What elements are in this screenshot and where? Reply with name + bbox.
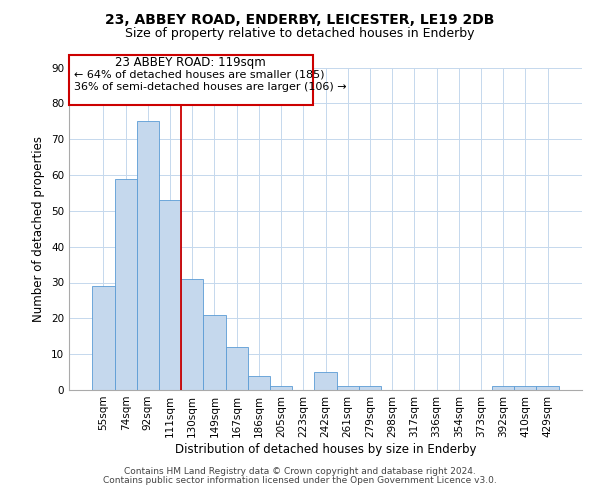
- Bar: [514, 386, 536, 390]
- Bar: [314, 372, 337, 390]
- Text: 23 ABBEY ROAD: 119sqm: 23 ABBEY ROAD: 119sqm: [115, 56, 266, 69]
- Bar: [203, 315, 226, 390]
- Bar: [92, 286, 115, 390]
- Text: 23, ABBEY ROAD, ENDERBY, LEICESTER, LE19 2DB: 23, ABBEY ROAD, ENDERBY, LEICESTER, LE19…: [106, 12, 494, 26]
- Bar: [337, 386, 359, 390]
- Bar: [248, 376, 270, 390]
- Bar: [359, 386, 381, 390]
- Bar: [137, 121, 159, 390]
- X-axis label: Distribution of detached houses by size in Enderby: Distribution of detached houses by size …: [175, 442, 476, 456]
- Text: Size of property relative to detached houses in Enderby: Size of property relative to detached ho…: [125, 28, 475, 40]
- Bar: [159, 200, 181, 390]
- Bar: [492, 386, 514, 390]
- Bar: [536, 386, 559, 390]
- Bar: [270, 386, 292, 390]
- Text: ← 64% of detached houses are smaller (185): ← 64% of detached houses are smaller (18…: [74, 69, 325, 79]
- Text: Contains HM Land Registry data © Crown copyright and database right 2024.: Contains HM Land Registry data © Crown c…: [124, 467, 476, 476]
- Bar: [115, 178, 137, 390]
- Bar: [181, 279, 203, 390]
- Y-axis label: Number of detached properties: Number of detached properties: [32, 136, 46, 322]
- Bar: [226, 347, 248, 390]
- Text: Contains public sector information licensed under the Open Government Licence v3: Contains public sector information licen…: [103, 476, 497, 485]
- Text: 36% of semi-detached houses are larger (106) →: 36% of semi-detached houses are larger (…: [74, 82, 347, 92]
- FancyBboxPatch shape: [69, 54, 313, 104]
